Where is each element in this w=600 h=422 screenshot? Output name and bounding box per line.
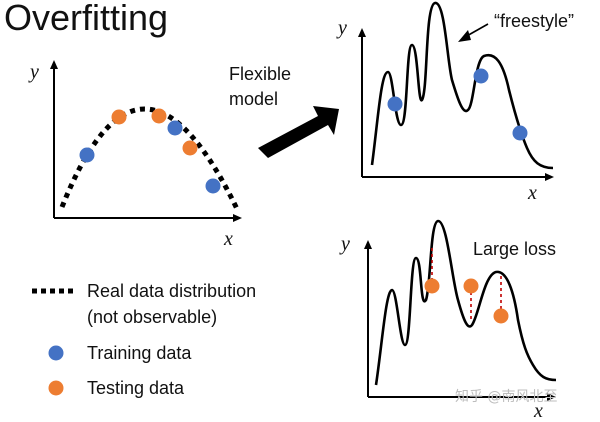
testing-point — [424, 278, 440, 294]
testing-point — [463, 278, 479, 294]
bottom-y-label: y — [339, 233, 350, 255]
freestyle-pointer-head — [458, 30, 471, 42]
top-x-label: x — [527, 182, 537, 204]
watermark: 知乎 @南风北至 — [455, 388, 557, 405]
legend-training-label: Training data — [87, 343, 192, 363]
left-panel: y x — [28, 60, 242, 250]
training-point — [512, 125, 528, 141]
legend-real-sublabel: (not observable) — [87, 307, 217, 327]
arrow-label-line1: Flexible — [229, 64, 291, 84]
legend-testing-swatch — [48, 380, 64, 396]
training-point — [167, 120, 183, 136]
legend-testing-label: Testing data — [87, 378, 185, 398]
bottom-x-label: x — [533, 400, 543, 422]
overfit-curve-train — [370, 1, 554, 170]
training-point — [473, 68, 489, 84]
top-y-label: y — [336, 17, 347, 39]
training-point — [79, 147, 95, 163]
left-y-label: y — [28, 61, 39, 83]
testing-point — [493, 308, 509, 324]
legend-training-swatch — [48, 345, 64, 361]
testing-point — [151, 108, 167, 124]
large-loss-label: Large loss — [473, 239, 556, 259]
testing-point — [182, 140, 198, 156]
page-title: Overfitting — [4, 0, 168, 38]
overfit-curve-test — [374, 219, 557, 386]
top-right-panel: y x “freestyle” — [336, 1, 574, 204]
left-x-label: x — [223, 228, 233, 250]
freestyle-label: “freestyle” — [494, 11, 574, 31]
training-point — [387, 96, 403, 112]
testing-point — [111, 109, 127, 125]
bottom-right-panel: y x Large loss — [339, 219, 557, 422]
arrow-label-line2: model — [229, 89, 278, 109]
training-point — [205, 178, 221, 194]
flexible-model-arrow — [258, 106, 339, 158]
legend-real-label: Real data distribution — [87, 281, 256, 301]
legend: Real data distribution (not observable) … — [32, 281, 256, 398]
